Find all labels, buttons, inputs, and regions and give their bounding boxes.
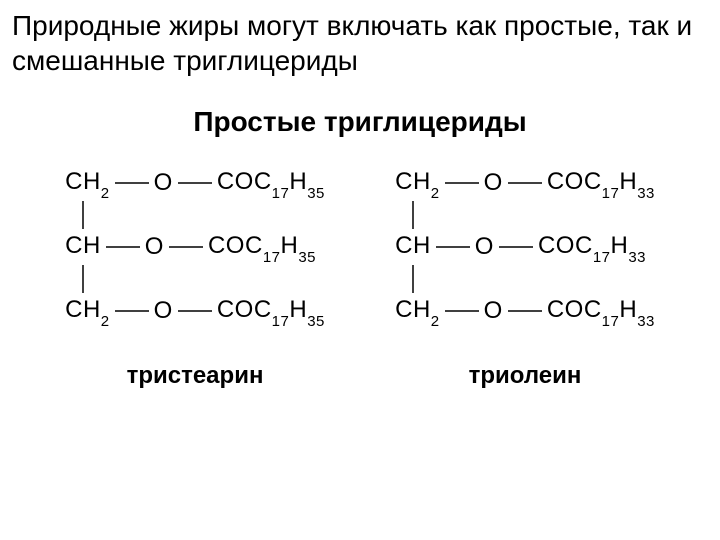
right-group: COC17H33: [547, 168, 655, 199]
molecule-tristearin: CH2 O COC17H35 CH O COC17H35 CH2 O COC17…: [65, 166, 325, 328]
bond-horizontal-icon: [106, 245, 140, 249]
right-group: COC17H33: [547, 296, 655, 327]
bond-horizontal-icon: [115, 181, 149, 185]
left-group: CH: [395, 232, 431, 263]
formula-row: CH O COC17H33: [395, 230, 646, 264]
section-title: Простые триглицериды: [0, 106, 720, 138]
formula-row: CH2 O COC17H33: [395, 294, 655, 328]
caption-triolein: триолеин: [375, 362, 675, 390]
oxygen: O: [484, 169, 503, 197]
formula-row: CH2 O COC17H35: [65, 166, 325, 200]
bond-horizontal-icon: [499, 245, 533, 249]
bond-vertical-icon: [395, 200, 415, 230]
bond-vertical-icon: [65, 264, 85, 294]
left-group: CH2: [395, 168, 440, 199]
formula-row: CH2 O COC17H35: [65, 294, 325, 328]
bond-horizontal-icon: [445, 181, 479, 185]
right-group: COC17H35: [217, 296, 325, 327]
captions-row: тристеарин триолеин: [0, 362, 720, 390]
oxygen: O: [154, 297, 173, 325]
right-group: COC17H33: [538, 232, 646, 263]
bond-horizontal-icon: [178, 181, 212, 185]
bond-horizontal-icon: [508, 181, 542, 185]
bond-vertical-icon: [395, 264, 415, 294]
bond-vertical-icon: [65, 200, 85, 230]
formula-row: CH O COC17H35: [65, 230, 316, 264]
molecule-triolein: CH2 O COC17H33 CH O COC17H33 CH2 O COC17…: [395, 166, 655, 328]
oxygen: O: [484, 297, 503, 325]
formula-row: CH2 O COC17H33: [395, 166, 655, 200]
bond-horizontal-icon: [169, 245, 203, 249]
right-group: COC17H35: [217, 168, 325, 199]
bond-horizontal-icon: [445, 309, 479, 313]
bond-horizontal-icon: [436, 245, 470, 249]
bond-horizontal-icon: [508, 309, 542, 313]
oxygen: O: [475, 233, 494, 261]
oxygen: O: [145, 233, 164, 261]
oxygen: O: [154, 169, 173, 197]
right-group: COC17H35: [208, 232, 316, 263]
left-group: CH: [65, 232, 101, 263]
bond-horizontal-icon: [178, 309, 212, 313]
caption-tristearin: тристеарин: [45, 362, 345, 390]
left-group: CH2: [65, 296, 110, 327]
left-group: CH2: [395, 296, 440, 327]
bond-horizontal-icon: [115, 309, 149, 313]
left-group: CH2: [65, 168, 110, 199]
page-title: Природные жиры могут включать как просты…: [0, 0, 720, 78]
formulas-container: CH2 O COC17H35 CH O COC17H35 CH2 O COC17…: [0, 166, 720, 328]
